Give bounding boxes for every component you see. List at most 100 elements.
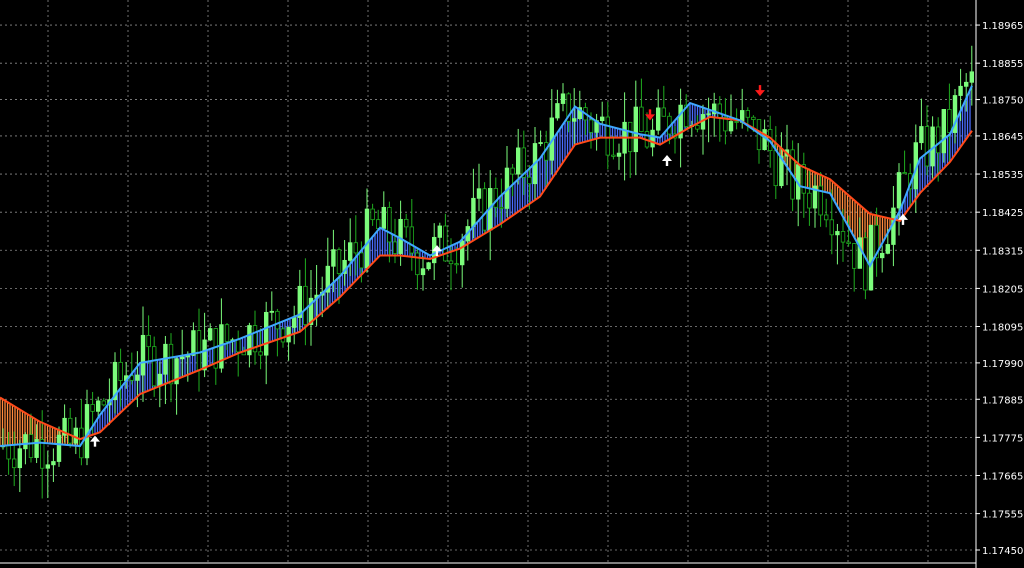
candle-body bbox=[818, 185, 823, 216]
candle-body bbox=[56, 434, 62, 462]
candle-body bbox=[964, 81, 969, 87]
buy-arrow-icon bbox=[432, 245, 442, 257]
candle-body bbox=[527, 176, 532, 185]
candle-body bbox=[835, 231, 840, 236]
candle-body bbox=[275, 310, 280, 330]
candle-body bbox=[728, 121, 734, 132]
candle-body bbox=[639, 106, 644, 132]
y-tick-label: 1.18965 bbox=[982, 21, 1023, 32]
y-tick-label: 1.17990 bbox=[982, 359, 1023, 370]
candle-body bbox=[269, 310, 274, 313]
candle-body bbox=[11, 458, 17, 469]
candle-body bbox=[840, 231, 846, 243]
candle-body bbox=[499, 206, 504, 209]
candle-body bbox=[538, 142, 543, 144]
candle-body bbox=[919, 126, 924, 144]
candle-body bbox=[347, 242, 353, 261]
candle-body bbox=[17, 448, 22, 469]
y-tick-label: 1.17775 bbox=[982, 433, 1023, 444]
candles bbox=[0, 45, 974, 499]
candle-body bbox=[129, 375, 134, 381]
candle-body bbox=[616, 152, 622, 157]
candle-body bbox=[678, 104, 683, 139]
y-tick-label: 1.18095 bbox=[982, 323, 1023, 334]
buy-arrow-icon bbox=[662, 154, 672, 166]
candle-body bbox=[510, 167, 515, 175]
candle-body bbox=[712, 103, 717, 115]
candle-body bbox=[409, 226, 414, 254]
candle-body bbox=[151, 346, 157, 387]
candle-body bbox=[516, 147, 521, 175]
y-tick-label: 1.17665 bbox=[982, 472, 1023, 483]
fast-ma-line bbox=[0, 85, 973, 448]
candle-body bbox=[745, 110, 750, 118]
candle-body bbox=[555, 103, 560, 119]
candle-body bbox=[40, 439, 45, 469]
y-tick-label: 1.18205 bbox=[982, 284, 1023, 295]
sell-arrow-icon bbox=[755, 85, 765, 97]
candle-body bbox=[947, 109, 952, 133]
candle-body bbox=[857, 237, 862, 269]
candle-body bbox=[202, 339, 207, 371]
candle-body bbox=[723, 116, 728, 132]
candle-body bbox=[868, 224, 874, 291]
candle-body bbox=[258, 351, 263, 356]
candle-body bbox=[263, 311, 269, 356]
candle-body bbox=[650, 129, 655, 148]
candle-body bbox=[62, 417, 67, 436]
candle-body bbox=[863, 237, 868, 291]
candle-body bbox=[174, 358, 179, 385]
y-tick-label: 1.18425 bbox=[982, 208, 1023, 219]
candle-body bbox=[179, 356, 185, 360]
candle-body bbox=[880, 252, 885, 259]
candle-body bbox=[656, 107, 661, 131]
candle-body bbox=[23, 434, 28, 450]
candle-body bbox=[588, 119, 594, 133]
candle-body bbox=[493, 188, 498, 208]
candle-body bbox=[695, 125, 700, 130]
candle-body bbox=[45, 464, 50, 469]
candle-body bbox=[146, 334, 151, 348]
candle-body bbox=[684, 104, 689, 127]
candle-body bbox=[252, 325, 258, 353]
y-tick-label: 1.18750 bbox=[982, 96, 1023, 107]
candle-body bbox=[359, 252, 364, 269]
candle-body bbox=[482, 188, 487, 231]
candle-body bbox=[521, 147, 526, 178]
candle-body bbox=[706, 113, 711, 116]
candle-body bbox=[426, 262, 431, 270]
candle-body bbox=[112, 361, 118, 401]
y-tick-label: 1.18855 bbox=[982, 59, 1023, 70]
candle-body bbox=[51, 461, 56, 466]
candle-body bbox=[958, 85, 963, 96]
candle-body bbox=[403, 218, 409, 228]
candle-body bbox=[812, 185, 818, 209]
candle-body bbox=[924, 126, 930, 167]
candle-body bbox=[157, 373, 162, 387]
candle-body bbox=[398, 218, 403, 254]
candle-body bbox=[896, 172, 902, 209]
candle-body bbox=[370, 208, 375, 221]
candle-body bbox=[280, 328, 286, 343]
slow-ma-line bbox=[0, 115, 973, 441]
y-tick-label: 1.18315 bbox=[982, 246, 1023, 257]
signal-arrows bbox=[90, 85, 908, 447]
candle-body bbox=[84, 404, 90, 459]
sell-arrow-icon bbox=[645, 109, 655, 121]
buy-arrow-icon bbox=[898, 213, 908, 225]
y-tick-label: 1.18645 bbox=[982, 132, 1023, 143]
candle-body bbox=[572, 118, 577, 122]
candle-body bbox=[801, 164, 806, 194]
candle-body bbox=[633, 106, 638, 153]
candle-body bbox=[96, 400, 101, 412]
candle-body bbox=[6, 445, 11, 460]
candle-body bbox=[28, 434, 34, 458]
ma-lines bbox=[0, 85, 973, 448]
candle-body bbox=[443, 225, 448, 262]
candle-body bbox=[308, 297, 314, 325]
y-tick-label: 1.18535 bbox=[982, 170, 1023, 181]
candle-body bbox=[454, 263, 459, 266]
candle-body bbox=[353, 242, 358, 254]
